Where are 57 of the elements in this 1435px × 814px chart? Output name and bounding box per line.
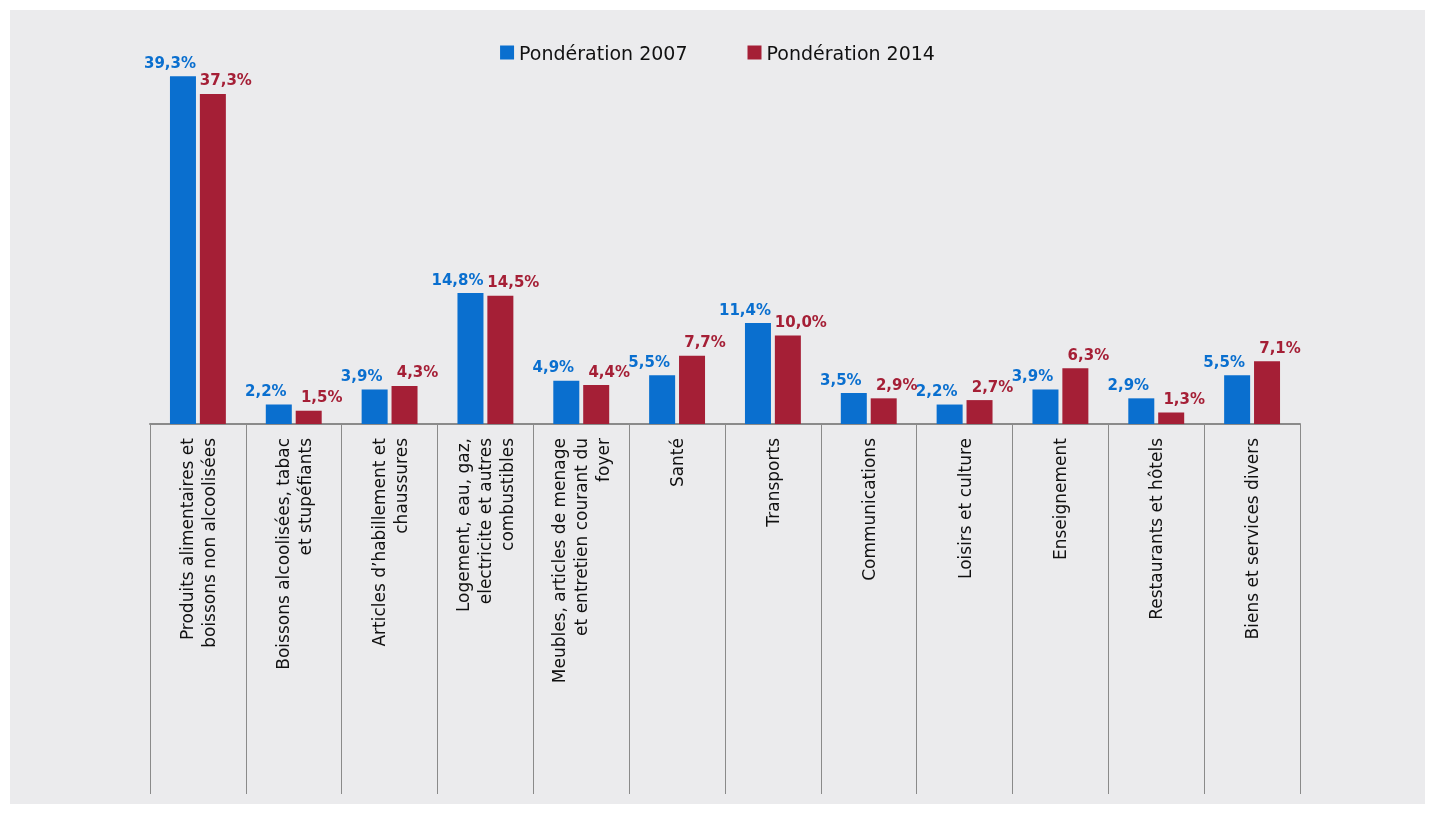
bar [553, 380, 580, 424]
x-tick-label: Produits alimentaires et boissons non alcoolisées [176, 437, 219, 648]
data-label: 4,4% [588, 362, 630, 381]
data-label: 5,5% [628, 352, 670, 371]
data-label: 3,9% [1011, 366, 1054, 385]
legend-label: Pondération 2007 [519, 41, 688, 64]
data-label: 7,7% [684, 333, 726, 352]
data-label: 1,3% [1163, 389, 1205, 408]
bar [361, 389, 388, 424]
data-label: 7,1% [1259, 338, 1301, 357]
data-label: 5,5% [1203, 352, 1245, 371]
data-label: 6,3% [1067, 345, 1110, 364]
bar [679, 355, 706, 424]
x-tick-label: Biens et services divers [1242, 437, 1263, 640]
data-label: 2,2% [245, 382, 287, 401]
bar [1254, 361, 1281, 424]
data-label: 2,9% [875, 375, 918, 394]
data-label: 14,5% [487, 273, 540, 292]
bar [966, 400, 993, 424]
data-label: 39,3% [143, 53, 196, 72]
bar [169, 76, 196, 424]
data-label: 3,5% [820, 370, 862, 389]
x-tick-label: Enseignement [1050, 437, 1071, 561]
x-tick-label: Santé [667, 438, 688, 488]
legend-label: Pondération 2014 [766, 41, 935, 64]
data-label: 4,9% [532, 358, 575, 377]
bar [774, 335, 801, 424]
bar [870, 398, 897, 424]
bar [1032, 389, 1059, 424]
bar [265, 404, 292, 424]
bar [744, 323, 771, 424]
x-tick-label: Meubles, articles de menage et entretien courant du foyer [549, 438, 614, 684]
bar [1224, 375, 1251, 424]
x-tick-label: Communications [858, 437, 879, 581]
x-tick-label: Loisirs et culture [954, 438, 975, 580]
bar [199, 93, 226, 424]
bar [487, 295, 514, 424]
bar [649, 375, 676, 424]
bar [391, 385, 418, 424]
x-tick-label: Restaurants et hôtels [1146, 437, 1167, 620]
data-label: 1,5% [300, 388, 343, 407]
bar [295, 410, 322, 424]
data-label: 37,3% [199, 71, 252, 90]
bar [840, 393, 867, 424]
bar [457, 293, 484, 424]
bar [1128, 398, 1155, 424]
bar [583, 385, 610, 424]
data-label: 2,9% [1107, 375, 1150, 394]
data-label: 11,4% [718, 300, 771, 319]
bar [1062, 368, 1089, 424]
x-tick-label: Transports [762, 437, 783, 528]
data-label: 3,9% [340, 366, 383, 385]
data-label: 14,8% [431, 270, 484, 289]
data-label: 10,0% [774, 313, 827, 331]
bar [936, 404, 963, 424]
bar [1158, 412, 1185, 424]
data-label: 4,3% [396, 363, 439, 382]
